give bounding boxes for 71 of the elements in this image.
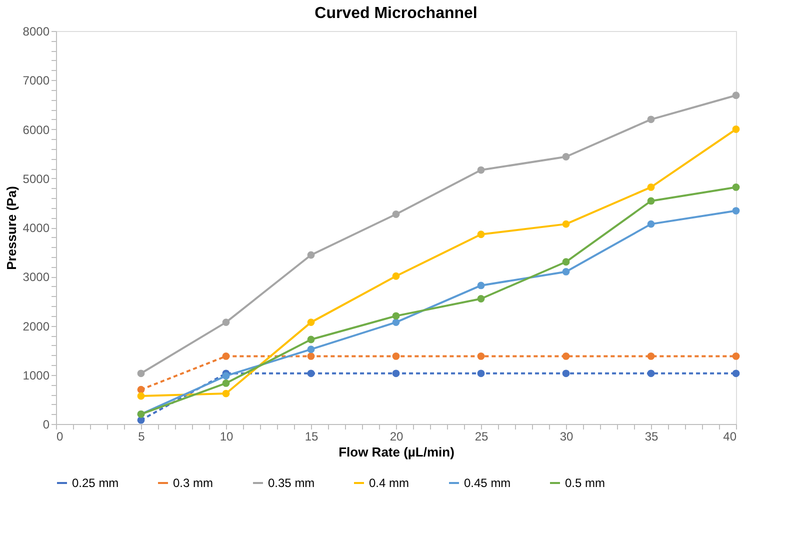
y-tick-label: 4000 [22, 221, 50, 235]
y-tick-label: 0 [42, 418, 50, 432]
point [647, 352, 655, 360]
legend-label: 0.5 mm [565, 476, 606, 490]
point [222, 318, 230, 326]
point [392, 370, 400, 378]
point [392, 210, 400, 218]
point [562, 220, 570, 228]
point [562, 258, 570, 266]
point [392, 318, 400, 326]
point [222, 372, 230, 380]
y-tick-label: 6000 [22, 122, 50, 137]
x-tick-label: 0 [56, 430, 64, 444]
y-tick-label: 5000 [22, 172, 50, 186]
point [647, 184, 655, 191]
x-tick-label: 10 [220, 430, 234, 444]
point [562, 153, 570, 160]
point [477, 230, 485, 238]
point [307, 352, 315, 360]
point [477, 295, 485, 302]
chart-title: Curved Microchannel [314, 5, 478, 22]
x-tick-label: 20 [390, 430, 404, 444]
point [647, 220, 655, 228]
point [477, 166, 485, 174]
point [137, 370, 145, 378]
point [477, 352, 485, 360]
point [732, 126, 740, 133]
y-tick-label: 8000 [22, 24, 50, 38]
point [137, 392, 145, 400]
point [307, 370, 315, 378]
point [307, 346, 315, 354]
point [392, 312, 400, 320]
y-tick-label: 7000 [22, 74, 50, 88]
point [647, 197, 655, 205]
legend-label: 0.45 mm [464, 476, 511, 490]
x-tick-label: 25 [474, 430, 488, 444]
point [732, 370, 740, 378]
point [477, 282, 485, 290]
point [647, 116, 655, 124]
point [732, 352, 740, 360]
y-tick-label: 2000 [22, 319, 50, 334]
point [732, 184, 740, 191]
point [392, 352, 400, 360]
point [732, 207, 740, 214]
x-tick-label: 15 [304, 430, 318, 444]
x-tick-label: 5 [138, 430, 146, 444]
legend-label: 0.35 mm [268, 476, 315, 490]
y-axis-title: Pressure (Pa) [4, 186, 19, 270]
point [732, 92, 740, 100]
x-axis-title: Flow Rate (µL/min) [338, 444, 454, 460]
point [562, 352, 570, 360]
point [562, 268, 570, 276]
y-tick-label: 1000 [22, 368, 50, 382]
point [307, 336, 315, 344]
point [647, 370, 655, 378]
legend-label: 0.3 mm [173, 476, 214, 490]
legend-label: 0.4 mm [369, 476, 410, 490]
point [477, 370, 485, 378]
point [307, 251, 315, 259]
point [307, 318, 315, 326]
x-tick-label: 30 [560, 430, 574, 444]
point [562, 370, 570, 378]
legend-label: 0.25 mm [72, 476, 119, 490]
point [137, 386, 145, 394]
point [222, 352, 230, 360]
x-tick-label: 40 [723, 430, 737, 444]
point [392, 272, 400, 280]
y-tick-label: 3000 [22, 270, 50, 284]
x-tick-label: 35 [644, 430, 658, 444]
point [222, 380, 230, 387]
point [222, 390, 230, 398]
